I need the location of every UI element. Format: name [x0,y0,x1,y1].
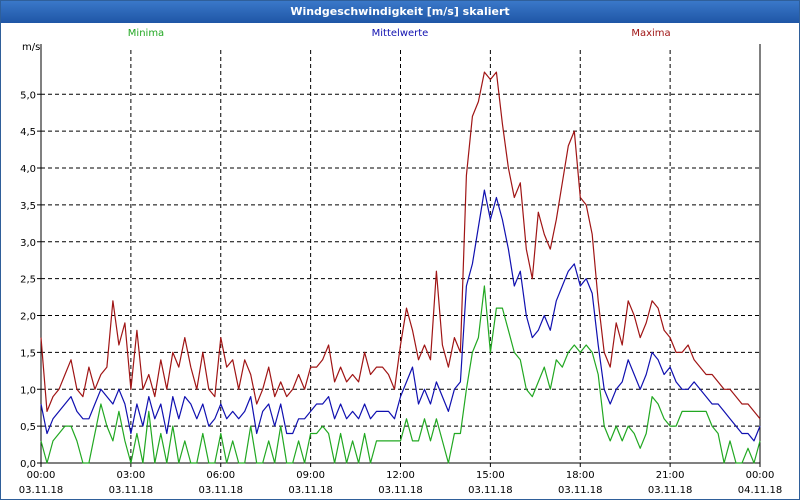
axes [37,44,761,467]
y-axis-unit-label: m/s [22,42,40,53]
x-tick-time-label: 06:00 [206,470,235,481]
legend-minima: Minima [128,28,164,39]
x-tick-date-label: 03.11.18 [19,485,64,496]
legend-mittelwerte: Mittelwerte [372,28,429,39]
x-tick-labels: 00:00 03.11.18 03:00 03.11.18 06:00 03.11.18 0… [19,470,783,496]
y-tick-label: 2,0 [20,312,36,323]
x-tick-date-label: 03.11.18 [109,485,154,496]
x-tick-date-label: 04.11.18 [738,485,783,496]
x-tick-time-label: 12:00 [386,470,415,481]
y-tick-label: 2,5 [20,275,36,286]
y-tick-label: 1,0 [20,385,36,396]
x-tick-date-label: 03.11.18 [198,485,243,496]
x-tick-time-label: 18:00 [566,470,595,481]
y-tick-label: 0,0 [20,459,36,470]
y-tick-label: 4,0 [20,164,36,175]
y-tick-label: 5,0 [20,90,36,101]
y-tick-labels: 0,0 0,5 1,0 1,5 2,0 2,5 3,0 3,5 4,0 4,5 5,0 [20,90,36,470]
series-line-maxima [40,71,761,420]
series-line-minima [40,285,761,464]
x-tick-time-label: 00:00 [27,470,56,481]
x-tick-date-label: 03.11.18 [558,485,603,496]
x-tick-date-label: 03.11.18 [378,485,423,496]
x-tick-date-label: 03.11.18 [648,485,693,496]
y-tick-label: 3,0 [20,238,36,249]
x-tick-time-label: 00:00 [746,470,775,481]
x-tick-date-label: 03.11.18 [288,485,333,496]
y-tick-label: 1,5 [20,348,36,359]
legend: Minima Mittelwerte Maxima [128,28,671,39]
x-tick-time-label: 09:00 [296,470,325,481]
y-tick-label: 0,5 [20,422,36,433]
grid-lines [41,50,760,464]
y-tick-label: 4,5 [20,127,36,138]
data-series [40,71,761,464]
x-tick-time-label: 03:00 [116,470,145,481]
window-title: Windgeschwindigkeit [m/s] skaliert [1,1,799,23]
series-line-mittelwerte [40,189,761,442]
x-tick-time-label: 21:00 [656,470,685,481]
wind-speed-chart: 0,00,51,01,52,02,53,03,54,04,55,0 00:000… [19,28,783,496]
legend-maxima: Maxima [631,28,670,39]
x-tick-date-label: 03.11.18 [468,485,513,496]
y-tick-label: 3,5 [20,201,36,212]
x-tick-time-label: 15:00 [476,470,505,481]
